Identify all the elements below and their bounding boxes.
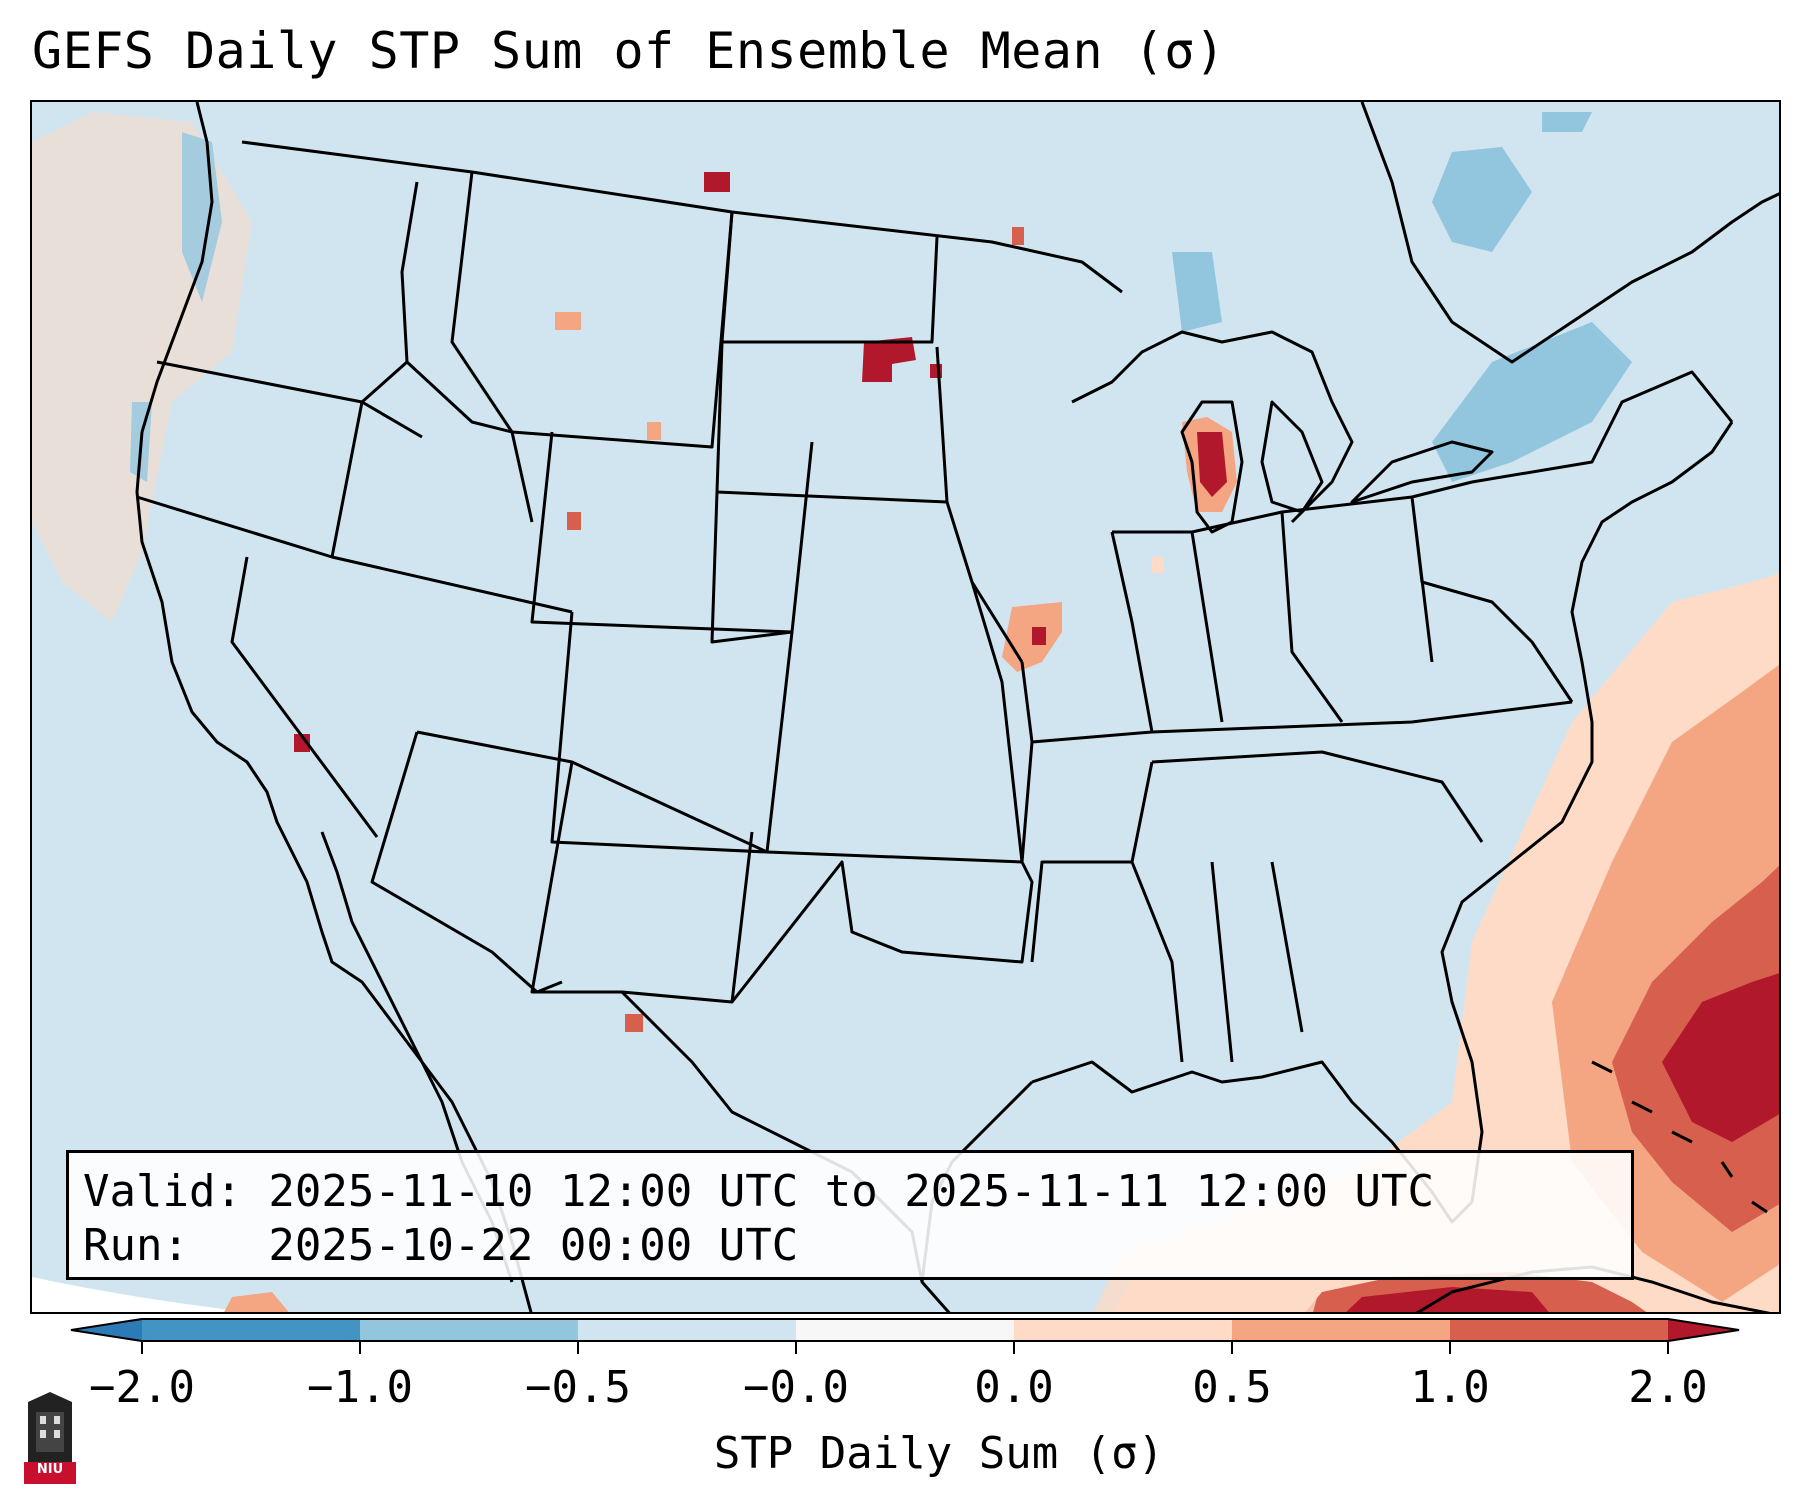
colorbar-tick [1449,1342,1451,1354]
iowa-hotspot [1152,557,1164,573]
colorbar-tick [795,1342,797,1354]
colorbar-extend-low [70,1318,142,1342]
state-borders [135,102,1779,1312]
colorbar-tick [1231,1342,1233,1354]
wyoming-hotspot [555,312,581,330]
colorbar-tick [1013,1342,1015,1354]
colorbar-segment [796,1318,1015,1342]
colorbar-extend-high [1668,1318,1740,1342]
northeast-blue-patch [1432,322,1632,482]
atlantic-coast [1440,421,1734,1203]
missouri-core [1032,627,1046,645]
colorbar-tick-label: −0.0 [743,1362,849,1413]
colorbar-segment [360,1318,579,1342]
colorado-kansas-borders [550,581,1024,864]
colorado-hotspot [647,422,661,440]
south-dakota-hotspot [862,337,916,382]
colorbar-tick-label: 2.0 [1628,1362,1708,1413]
wyoming-borders [530,431,814,634]
map-panel [30,100,1781,1314]
niu-logo-icon [24,1392,76,1484]
colorbar-tick [1667,1342,1669,1354]
colorbar-segment [1450,1318,1669,1342]
colorbar-segment [1014,1318,1233,1342]
logo-label: NIU [36,1462,64,1477]
colorbar-tick-label: 1.0 [1410,1362,1490,1413]
canada-east-coast [1360,102,1779,364]
colorbar-tick [577,1342,579,1354]
valid-time-box: Valid: 2025-11-10 12:00 UTC to 2025-11-1… [66,1150,1634,1280]
colorbar-tick-label: 0.0 [974,1362,1054,1413]
canada-border [241,140,1123,294]
mexico-hotspot [625,1014,643,1032]
canada-blue-patch-2 [1542,112,1592,132]
nevada-hotspot [294,734,310,752]
east-interior-borders [1020,370,1734,1063]
idaho-borders [330,181,534,558]
map-domain-background [32,102,1779,1312]
atlantic-anomaly-core [1662,973,1779,1142]
montana-hotspot [704,172,730,192]
run-time-label: Run: 2025-10-22 00:00 UTC [83,1220,799,1271]
colorbar-segment [142,1318,361,1342]
colorbar-title: STP Daily Sum (σ) [713,1428,1165,1479]
colorbar-segment [1232,1318,1451,1342]
ca-nv-border [230,556,379,838]
great-lakes-blue-patch [1172,252,1222,332]
colorbar-tick [359,1342,361,1354]
canada-blue-patch-1 [1432,147,1532,252]
map-canvas [32,102,1779,1312]
colorbar-tick-label: −2.0 [89,1362,195,1413]
pacific-blue-streak [182,132,222,302]
valid-time-label: Valid: 2025-11-10 12:00 UTC to 2025-11-1… [83,1166,1435,1217]
colorbar-tick-label: −0.5 [525,1362,631,1413]
colorbar [70,1318,1740,1342]
colorbar-outline [70,1318,1740,1342]
great-lakes-shoreline [1071,330,1494,534]
caribbean-anomaly-west [224,1292,289,1312]
montana-borders [450,171,734,449]
chart-title: GEFS Daily STP Sum of Ensemble Mean (σ) [32,22,1226,80]
lake-michigan-core [1197,432,1227,497]
utah-hotspot [567,512,581,530]
colorbar-tick [141,1342,143,1354]
caribbean-anomaly-core [1346,1287,1549,1312]
north-dakota-hotspot [1012,227,1024,245]
colorbar-tick-label: 0.5 [1192,1362,1272,1413]
colorbar-segment [578,1318,797,1342]
dakotas-borders [710,211,1024,663]
colorbar-tick-label: −1.0 [307,1362,413,1413]
bahamas-islands [1591,1060,1768,1214]
projection-edge [32,1277,247,1312]
